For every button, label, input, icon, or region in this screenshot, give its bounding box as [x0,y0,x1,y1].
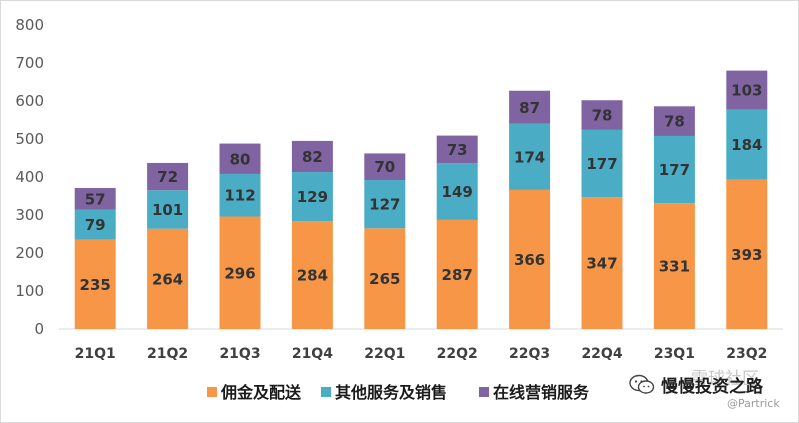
data-label-22Q2-series-2: 149 [442,183,473,201]
data-label-22Q3-series-1: 366 [514,251,545,269]
y-tick-label: 600 [15,92,44,110]
data-label-23Q2-series-1: 393 [731,246,762,264]
bar-segment-21Q2-series-2 [147,190,189,229]
y-tick-label: 100 [15,282,44,300]
data-label-22Q1-series-3: 70 [374,158,395,176]
data-label-21Q3-series-2: 112 [224,187,255,205]
x-category-label: 22Q1 [364,346,405,362]
x-category-label: 21Q2 [147,346,188,362]
bar-segment-21Q4-series-3 [291,140,333,173]
watermark-account-name: 慢慢投资之路 [661,377,763,397]
watermark: 雪球社区 慢慢投资之路 @Partrick [629,362,794,412]
data-label-22Q1-series-1: 265 [369,270,400,288]
y-tick-label: 400 [15,168,44,186]
y-axis-tick-labels: 0 100 200 300 400 500 600 700 800 [15,16,44,338]
data-label-23Q1-series-2: 177 [659,161,690,179]
data-label-22Q2-series-3: 73 [447,141,468,159]
y-tick-label: 0 [34,320,44,338]
bar-segment-21Q2-series-1 [147,228,189,329]
data-label-21Q3-series-3: 80 [230,150,251,168]
y-tick-label: 500 [15,130,44,148]
legend-label-series-2: 其他服务及销售 [335,383,447,402]
data-label-21Q1-series-2: 79 [85,216,106,234]
bar-segment-22Q2-series-3 [436,135,478,164]
bar-segment-23Q2-series-1 [726,179,768,329]
bar-segment-21Q4-series-2 [291,172,333,222]
legend-swatch-series-3 [479,387,489,397]
data-label-21Q2-series-1: 264 [152,270,183,288]
watermark-handle: @Partrick [727,397,780,410]
data-label-22Q3-series-2: 174 [514,148,545,166]
x-category-label: 23Q1 [654,346,695,362]
bar-segment-22Q4-series-2 [581,129,623,198]
data-label-21Q3-series-1: 296 [224,264,255,282]
bar-series-group: 235 79 57 264 101 72 296 112 80 284 129 82 265 127 70 2… [74,70,768,329]
bar-segment-22Q3-series-3 [509,90,551,124]
x-category-label: 21Q3 [219,346,260,362]
bar-segment-21Q3-series-1 [219,216,261,329]
data-label-21Q2-series-3: 72 [157,168,178,186]
data-label-21Q4-series-3: 82 [302,148,323,166]
x-category-label: 21Q4 [292,346,333,362]
data-label-22Q1-series-2: 127 [369,196,400,214]
data-label-22Q2-series-1: 287 [442,266,473,284]
bar-segment-23Q2-series-3 [726,70,768,110]
bar-segment-22Q4-series-1 [581,197,623,329]
bar-segment-21Q1-series-3 [74,188,116,210]
legend-label-series-3: 在线营销服务 [493,383,590,402]
data-label-21Q1-series-3: 57 [85,190,106,208]
data-label-22Q4-series-1: 347 [586,255,617,273]
data-label-23Q2-series-2: 184 [731,136,762,154]
data-label-22Q3-series-3: 87 [519,99,540,117]
y-tick-label: 800 [15,16,44,34]
bar-segment-23Q2-series-2 [726,109,768,180]
bar-segment-21Q2-series-3 [147,162,189,191]
legend-swatch-series-2 [321,387,331,397]
bar-segment-22Q1-series-2 [364,180,406,229]
bar-segment-21Q3-series-3 [219,143,261,174]
bar-segment-22Q3-series-2 [509,123,551,190]
bar-segment-21Q1-series-2 [74,209,116,240]
bar-segment-22Q2-series-1 [436,219,478,329]
y-tick-label: 200 [15,244,44,262]
legend-swatch-series-1 [207,387,217,397]
legend-label-series-1: 佣金及配送 [220,383,302,402]
bar-segment-22Q1-series-3 [364,153,406,181]
bar-segment-22Q1-series-1 [364,228,406,329]
bar-segment-22Q2-series-2 [436,163,478,220]
x-category-label: 22Q3 [509,346,550,362]
data-label-23Q1-series-3: 78 [664,113,685,131]
bar-segment-21Q1-series-1 [74,239,116,329]
data-label-23Q2-series-3: 103 [731,82,762,100]
data-label-22Q4-series-2: 177 [586,155,617,173]
legend: 佣金及配送 其他服务及销售 在线营销服务 [207,383,590,402]
data-label-21Q4-series-2: 129 [297,188,328,206]
bar-segment-22Q3-series-1 [509,189,551,329]
watermark-community-text: 雪球社区 [691,369,759,389]
bar-segment-23Q1-series-2 [653,135,695,204]
x-category-label: 23Q2 [726,346,767,362]
bar-segment-23Q1-series-1 [653,203,695,329]
data-label-21Q2-series-2: 101 [152,201,183,219]
wechat-icon [629,374,655,394]
x-category-label: 21Q1 [75,346,116,362]
bar-segment-21Q3-series-2 [219,173,261,217]
x-category-label: 22Q2 [437,346,478,362]
bar-segment-21Q4-series-1 [291,221,333,329]
data-label-21Q1-series-1: 235 [80,276,111,294]
bar-segment-22Q4-series-3 [581,100,623,130]
data-label-21Q4-series-1: 284 [297,267,328,285]
bar-segment-23Q1-series-3 [653,106,695,136]
data-label-22Q4-series-3: 78 [592,107,613,125]
y-tick-label: 300 [15,206,44,224]
x-axis-category-labels: 21Q1 21Q2 21Q3 21Q4 22Q1 22Q2 22Q3 22Q4 23Q1 23Q2 [75,346,768,362]
y-tick-label: 700 [15,54,44,72]
data-label-23Q1-series-1: 331 [659,258,690,276]
x-category-label: 22Q4 [581,346,622,362]
